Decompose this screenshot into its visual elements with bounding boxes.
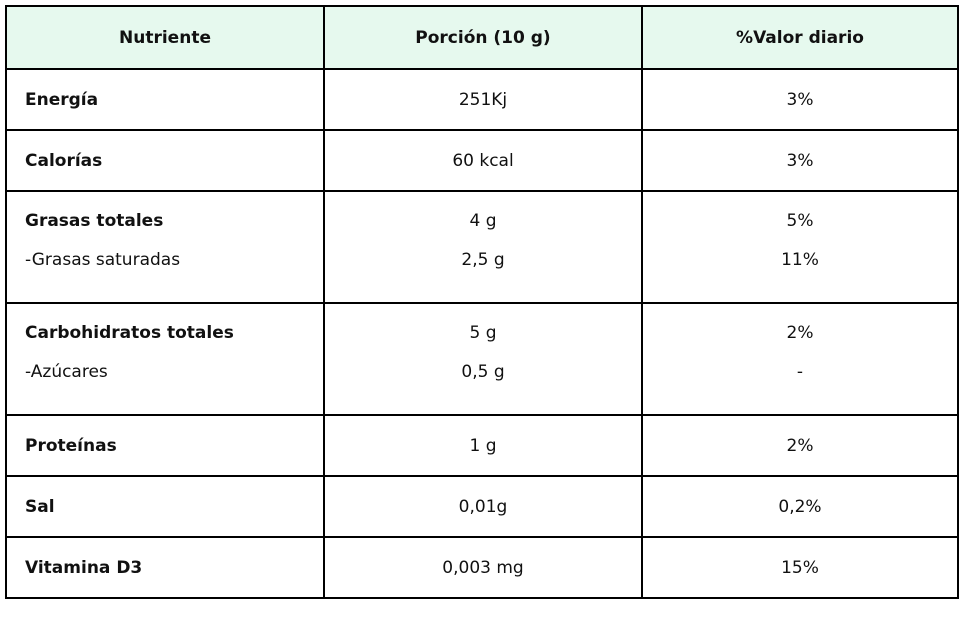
header-nutrient: Nutriente — [5, 5, 325, 70]
table-row: Energía 251Kj 3% — [5, 68, 959, 130]
portion-value: 60 kcal — [323, 129, 643, 191]
table-row: Sal 0,01g 0,2% — [5, 475, 959, 537]
portion-value: 0,5 g — [323, 362, 643, 415]
nutrient-name: Sal — [5, 475, 325, 537]
portion-value: 2,5 g — [323, 250, 643, 303]
portion-value: 4 g — [323, 190, 643, 250]
nutrient-name: Vitamina D3 — [5, 536, 325, 599]
table-row: Proteínas 1 g 2% — [5, 414, 959, 476]
daily-value: 3% — [641, 129, 959, 191]
table-subrow: -Azúcares 0,5 g- — [5, 362, 959, 415]
table-row: Calorías 60 kcal 3% — [5, 129, 959, 191]
daily-value: 5% — [641, 190, 959, 250]
table-row: Grasas totales 4 g 5% — [5, 190, 959, 250]
nutrition-table: Nutriente Porción (10 g) %Valor diario E… — [5, 5, 959, 599]
daily-value: 0,2% — [641, 475, 959, 537]
header-portion: Porción (10 g) — [323, 5, 643, 70]
table-row: Carbohidratos totales 5 g 2% — [5, 302, 959, 362]
sub-nutrient-name: -Azúcares — [5, 362, 325, 415]
table-body: Energía 251Kj 3% Calorías 60 kcal 3% Grasas to… — [5, 68, 959, 599]
header-daily-value: %Valor diario — [641, 5, 959, 70]
portion-value: 1 g — [323, 414, 643, 476]
daily-value: 2% — [641, 414, 959, 476]
daily-value: - — [641, 362, 959, 415]
header-row: Nutriente Porción (10 g) %Valor diario — [5, 5, 959, 70]
nutrient-name: Carbohidratos totales — [5, 302, 325, 362]
daily-value: 3% — [641, 68, 959, 130]
daily-value: 15% — [641, 536, 959, 599]
portion-value: 251Kj — [323, 68, 643, 130]
table-subrow: -Grasas saturadas 2,5 g 11% — [5, 250, 959, 303]
nutrient-name: Calorías — [5, 129, 325, 191]
nutrient-name: Grasas totales — [5, 190, 325, 250]
portion-value: 5 g — [323, 302, 643, 362]
nutrient-name: Energía — [5, 68, 325, 130]
table-row: Vitamina D3 0,003 mg 15% — [5, 536, 959, 599]
portion-value: 0,01g — [323, 475, 643, 537]
daily-value: 11% — [641, 250, 959, 303]
nutrient-name: Proteínas — [5, 414, 325, 476]
daily-value: 2% — [641, 302, 959, 362]
sub-nutrient-name: -Grasas saturadas — [5, 250, 325, 303]
portion-value: 0,003 mg — [323, 536, 643, 599]
